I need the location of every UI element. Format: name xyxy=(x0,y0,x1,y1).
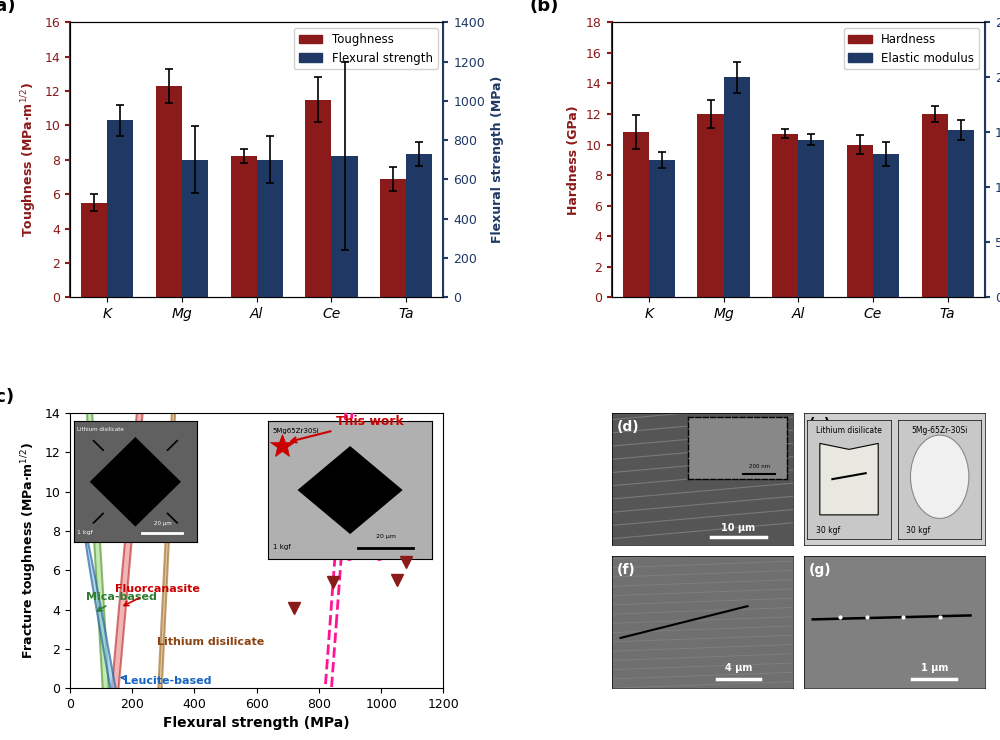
Bar xyxy=(182,160,208,297)
Ellipse shape xyxy=(86,225,157,740)
Bar xyxy=(724,77,750,297)
Text: Leucite-based: Leucite-based xyxy=(121,676,212,686)
Y-axis label: Toughness (MPa·m$^{1/2}$): Toughness (MPa·m$^{1/2}$) xyxy=(19,82,39,238)
Text: This work: This work xyxy=(291,415,404,443)
Bar xyxy=(257,160,283,297)
Y-axis label: Hardness (GPa): Hardness (GPa) xyxy=(567,105,580,215)
Bar xyxy=(231,156,257,297)
Bar xyxy=(107,121,133,297)
Legend: Hardness, Elastic modulus: Hardness, Elastic modulus xyxy=(844,28,979,70)
Ellipse shape xyxy=(116,0,208,740)
Legend: Toughness, Flexural strength: Toughness, Flexural strength xyxy=(294,28,438,70)
Bar xyxy=(305,100,331,297)
Text: Mica-based: Mica-based xyxy=(86,592,156,611)
Bar xyxy=(873,155,899,297)
Ellipse shape xyxy=(83,523,138,740)
Text: 4 μm: 4 μm xyxy=(725,663,752,673)
Text: (e): (e) xyxy=(809,417,831,431)
Bar xyxy=(406,154,432,297)
Text: 10 μm: 10 μm xyxy=(721,522,756,533)
Y-axis label: Flexural strength (MPa): Flexural strength (MPa) xyxy=(491,76,504,243)
Text: 1 μm: 1 μm xyxy=(921,663,948,673)
Y-axis label: Fracture toughness (MPa·m$^{1/2}$): Fracture toughness (MPa·m$^{1/2}$) xyxy=(19,443,39,659)
Bar xyxy=(380,179,406,297)
Bar xyxy=(922,114,948,297)
Text: (b): (b) xyxy=(529,0,559,16)
Bar xyxy=(697,114,724,297)
Bar xyxy=(623,132,649,297)
Bar xyxy=(331,156,358,297)
Text: (a): (a) xyxy=(0,0,16,16)
X-axis label: Flexural strength (MPa): Flexural strength (MPa) xyxy=(163,716,350,730)
Bar xyxy=(81,203,107,297)
Text: (d): (d) xyxy=(617,420,640,434)
Bar xyxy=(156,86,182,297)
Text: (c): (c) xyxy=(0,388,15,406)
Text: (g): (g) xyxy=(809,562,832,576)
Text: ZrO$_2$-SiO$_2$: ZrO$_2$-SiO$_2$ xyxy=(324,548,383,564)
Bar xyxy=(798,140,824,297)
Bar xyxy=(649,160,675,297)
Bar xyxy=(948,130,974,297)
Text: Fluorcanasite: Fluorcanasite xyxy=(115,584,200,605)
Ellipse shape xyxy=(76,177,130,740)
Text: (f): (f) xyxy=(617,562,636,576)
Bar xyxy=(772,134,798,297)
Bar xyxy=(847,144,873,297)
Text: Lithium disilicate: Lithium disilicate xyxy=(157,637,264,647)
